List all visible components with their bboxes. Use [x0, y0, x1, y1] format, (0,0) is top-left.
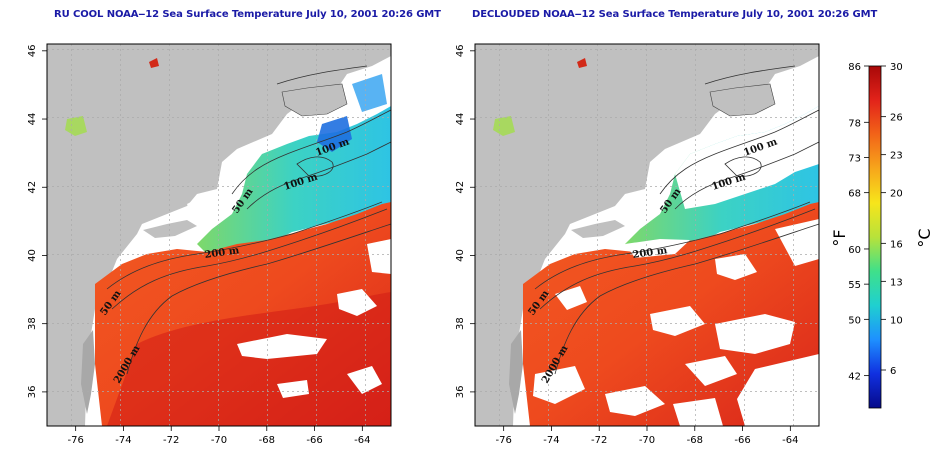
- right-lon-tick-label: -68: [687, 435, 703, 446]
- left-lat-tick-label: 42: [27, 181, 38, 194]
- celsius-tick-label: 30: [890, 62, 903, 73]
- fahrenheit-tick-label: 60: [848, 245, 861, 256]
- left-lon-tick-label: -74: [115, 435, 131, 446]
- celsius-tick-label: 23: [890, 151, 903, 162]
- colorbar: 30 26 23 20 16 13 10 6 86 78 73 68 60 55 50 42 °F °C: [830, 62, 934, 409]
- left-lat-tick-label: 40: [27, 249, 38, 262]
- right-lon-tick-label: -76: [495, 435, 511, 446]
- celsius-unit-label: °C: [915, 228, 934, 247]
- fahrenheit-unit-label: °F: [830, 229, 849, 246]
- left-lat-tick-label: 38: [27, 317, 38, 330]
- left-lon-tick-label: -64: [354, 435, 370, 446]
- right-map: [474, 43, 820, 427]
- left-cold-pool: [317, 116, 352, 152]
- left-map: [46, 43, 392, 427]
- right-lon-tick-label: -72: [591, 435, 607, 446]
- left-lat-tick-label: 36: [27, 386, 38, 399]
- right-contour-label: 200 m: [632, 245, 669, 261]
- colorbar-gradient: [868, 65, 882, 409]
- left-lon-tick-label: -76: [67, 435, 83, 446]
- right-lon-tick-label: -70: [639, 435, 655, 446]
- right-lat-tick-label: 42: [455, 181, 466, 194]
- right-decloud-mask: [533, 106, 819, 426]
- right-lat-tick-label: 44: [455, 113, 466, 126]
- fahrenheit-tick-label: 55: [848, 280, 861, 291]
- left-hot-core: [107, 292, 391, 426]
- left-cold-pool-2: [352, 74, 387, 112]
- left-lon-tick-label: -66: [306, 435, 322, 446]
- fahrenheit-tick-label: 50: [848, 315, 861, 326]
- right-lon-tick-label: -74: [543, 435, 559, 446]
- left-cloud-patches: [187, 194, 391, 398]
- left-contour-label: 200 m: [204, 245, 241, 261]
- right-lon-tick-label: -64: [782, 435, 798, 446]
- left-map-axes: -76 -74 -72 -70 -68 -66 -64 36 38 40 42 44 46: [27, 44, 371, 446]
- left-lon-tick-label: -72: [163, 435, 179, 446]
- celsius-tick-label: 26: [890, 113, 903, 124]
- left-lon-tick-label: -68: [259, 435, 275, 446]
- left-lon-tick-label: -70: [211, 435, 227, 446]
- right-lat-tick-label: 46: [455, 44, 466, 57]
- celsius-tick-label: 6: [890, 366, 896, 377]
- left-map-title: RU COOL NOAA‒12 Sea Surface Temperature …: [54, 9, 441, 20]
- fahrenheit-tick-label: 68: [848, 189, 861, 200]
- left-lat-tick-label: 46: [27, 44, 38, 57]
- celsius-tick-label: 10: [890, 315, 903, 326]
- right-lat-tick-label: 36: [455, 386, 466, 399]
- right-lat-tick-label: 38: [455, 317, 466, 330]
- right-map-title: DECLOUDED NOAA‒12 Sea Surface Temperatur…: [472, 9, 878, 20]
- fahrenheit-tick-label: 73: [848, 153, 861, 164]
- right-lat-tick-label: 40: [455, 249, 466, 262]
- fahrenheit-tick-label: 42: [848, 372, 861, 383]
- celsius-tick-label: 13: [890, 277, 903, 288]
- right-map-axes: -76 -74 -72 -70 -68 -66 -64 36 38 40 42 44 46: [455, 44, 799, 446]
- celsius-tick-label: 20: [890, 189, 903, 200]
- fahrenheit-tick-label: 78: [848, 118, 861, 129]
- fahrenheit-tick-label: 86: [848, 62, 861, 73]
- right-lon-tick-label: -66: [734, 435, 750, 446]
- left-lat-tick-label: 44: [27, 113, 38, 126]
- celsius-tick-label: 16: [890, 239, 903, 250]
